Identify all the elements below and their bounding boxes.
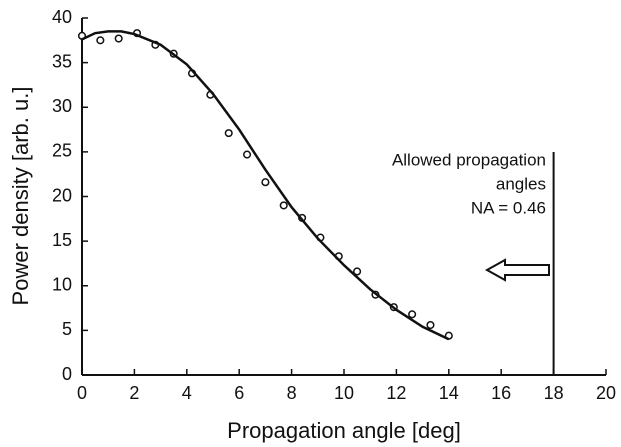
y-tick-label: 40	[52, 7, 72, 27]
annotation: NA = 0.46	[471, 198, 546, 217]
x-tick-label: 14	[439, 383, 459, 403]
data-point	[426, 320, 435, 330]
data-point	[96, 36, 105, 45]
x-tick-label: 0	[77, 383, 87, 403]
y-tick-label: 5	[62, 319, 72, 339]
data-point	[408, 310, 417, 319]
y-axis-label: Power density [arb. u.]	[8, 87, 33, 306]
data-point	[243, 150, 252, 159]
x-tick-label: 20	[596, 383, 616, 403]
annotation: Allowed propagation	[392, 150, 546, 169]
x-tick-label: 2	[129, 383, 139, 403]
annotation: angles	[496, 174, 546, 193]
data-point	[224, 129, 233, 138]
x-axis-label: Propagation angle [deg]	[227, 418, 461, 443]
x-tick-label: 16	[491, 383, 511, 403]
y-tick-label: 15	[52, 230, 72, 250]
fit-line	[81, 30, 450, 341]
x-tick-label: 4	[182, 383, 192, 403]
x-tick-label: 18	[544, 383, 564, 403]
y-tick-label: 0	[62, 364, 72, 384]
y-tick-label: 25	[52, 141, 72, 161]
data-point	[279, 201, 288, 210]
data-point	[114, 34, 123, 43]
y-tick-label: 20	[52, 185, 72, 205]
x-tick-label: 6	[234, 383, 244, 403]
arrow	[484, 258, 550, 282]
x-tick-label: 12	[386, 383, 406, 403]
data-point	[353, 267, 362, 276]
y-tick-label: 35	[52, 51, 72, 71]
y-tick-label: 30	[52, 96, 72, 116]
data-point	[261, 178, 270, 187]
x-tick-label: 10	[334, 383, 354, 403]
x-tick-label: 8	[287, 383, 297, 403]
y-tick-label: 10	[52, 275, 72, 295]
